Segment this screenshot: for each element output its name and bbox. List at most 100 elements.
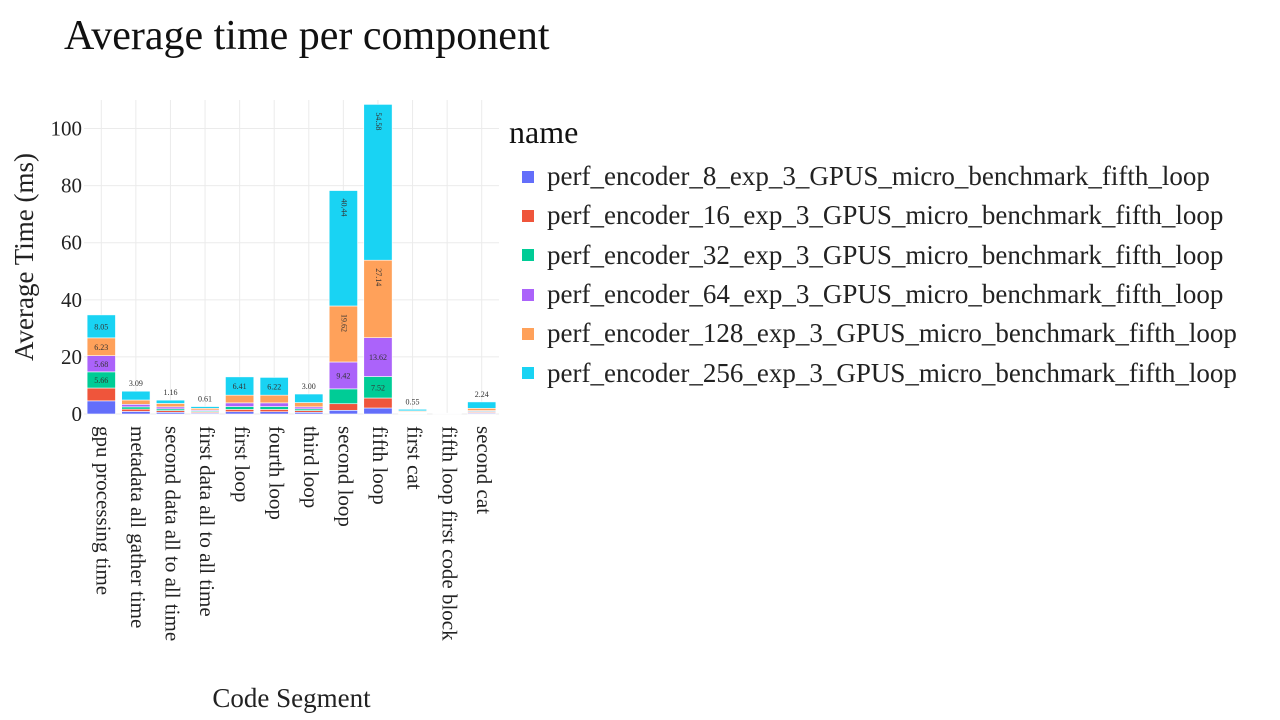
bar-segment	[328, 361, 358, 390]
legend-item[interactable]: perf_encoder_32_exp_3_GPUS_micro_benchma…	[509, 236, 1237, 275]
y-tick-label: 60	[61, 231, 82, 255]
chart-title: Average time per component	[64, 13, 550, 59]
bar-segment	[225, 411, 255, 415]
data-label: 27.14	[374, 268, 383, 286]
bar-segment	[328, 388, 358, 405]
y-tick-label: 20	[61, 345, 82, 369]
data-label: 1.16	[163, 388, 177, 397]
data-label: 9.42	[336, 371, 350, 380]
bar-segment	[121, 406, 151, 410]
legend: name perf_encoder_8_exp_3_GPUS_micro_ben…	[509, 114, 1237, 393]
data-label: 5.68	[94, 360, 108, 369]
bar-segment	[328, 403, 358, 411]
data-label: 54.58	[374, 112, 383, 130]
x-tick-label: first cat	[403, 426, 427, 490]
x-tick-label: second loop	[334, 426, 358, 527]
legend-item[interactable]: perf_encoder_64_exp_3_GPUS_micro_benchma…	[509, 275, 1237, 314]
legend-swatch	[522, 288, 534, 301]
y-tick-label: 0	[72, 402, 83, 426]
legend-item[interactable]: perf_encoder_8_exp_3_GPUS_micro_benchmar…	[509, 157, 1237, 196]
data-label: 5.66	[94, 376, 108, 385]
bar-segment	[225, 376, 255, 396]
bar-segment	[86, 400, 116, 415]
bar-segment	[155, 403, 185, 408]
bar-segment	[225, 406, 255, 410]
x-tick-label: first loop	[230, 426, 254, 502]
data-label: 0.55	[406, 397, 420, 406]
legend-swatch	[522, 170, 534, 183]
legend-label: perf_encoder_256_exp_3_GPUS_micro_benchm…	[547, 357, 1237, 388]
bar-segment	[155, 399, 185, 404]
x-tick-label: second data all to all time	[161, 426, 185, 641]
bar-segment	[467, 407, 497, 411]
bar-segment	[363, 397, 393, 409]
bar-segment	[294, 393, 324, 403]
bar-segment	[363, 407, 393, 415]
bar-segment	[259, 409, 289, 413]
data-label: 3.00	[302, 382, 316, 391]
x-tick-label: fifth loop first code block	[437, 426, 461, 641]
legend-label: perf_encoder_64_exp_3_GPUS_micro_benchma…	[547, 279, 1224, 310]
bar-segment	[259, 406, 289, 410]
data-label: 13.62	[369, 353, 387, 362]
y-tick-label: 100	[51, 117, 83, 141]
data-label: 6.22	[267, 382, 281, 391]
data-label: 7.52	[371, 383, 385, 392]
bar-segment	[259, 394, 289, 404]
bar-segment	[121, 411, 151, 415]
data-label: 2.24	[475, 390, 489, 399]
bar-segment	[86, 314, 116, 339]
legend-item[interactable]: perf_encoder_128_exp_3_GPUS_micro_benchm…	[509, 314, 1237, 353]
legend-label: perf_encoder_32_exp_3_GPUS_micro_benchma…	[547, 239, 1224, 270]
legend-item[interactable]: perf_encoder_256_exp_3_GPUS_micro_benchm…	[509, 353, 1237, 392]
legend-label: perf_encoder_128_exp_3_GPUS_micro_benchm…	[547, 318, 1237, 349]
x-tick-label: first data all to all time	[195, 426, 219, 617]
legend-swatch	[522, 367, 534, 380]
legend-title: name	[509, 114, 579, 150]
y-axis-title: Average Time (ms)	[9, 153, 39, 361]
legend-swatch	[522, 209, 534, 222]
bar-segment	[121, 408, 151, 412]
bar-segment	[328, 305, 358, 363]
legend-item[interactable]: perf_encoder_16_exp_3_GPUS_micro_benchma…	[509, 196, 1237, 235]
legend-label: perf_encoder_8_exp_3_GPUS_micro_benchmar…	[547, 161, 1210, 192]
x-tick-label: fourth loop	[264, 426, 288, 520]
bar-segment	[121, 390, 151, 401]
x-axis-title: Code Segment	[212, 683, 371, 713]
bar-segment	[86, 387, 116, 402]
bar-segment	[225, 394, 255, 404]
bar-segment	[294, 402, 324, 408]
bar-segment	[259, 377, 289, 396]
bar-segment	[190, 406, 220, 409]
data-label: 6.23	[94, 343, 108, 352]
x-tick-label: third loop	[299, 426, 323, 508]
legend-swatch	[522, 327, 534, 340]
data-label: 8.05	[94, 322, 108, 331]
bar-segment	[121, 403, 151, 408]
legend-swatch	[522, 249, 534, 262]
x-tick-label: second cat	[472, 426, 496, 514]
bar-segment	[259, 402, 289, 407]
bar-segment	[225, 409, 255, 413]
bar-segment	[363, 104, 393, 261]
bar-segment	[363, 259, 393, 338]
x-tick-label: metadata all gather time	[126, 426, 150, 628]
bar-segment	[467, 401, 497, 409]
bar-segment	[398, 408, 428, 412]
x-tick-label: gpu processing time	[91, 426, 115, 595]
data-label: 40.44	[340, 199, 349, 217]
data-label: 19.62	[340, 314, 349, 332]
bar-segment	[225, 402, 255, 407]
legend-items: perf_encoder_8_exp_3_GPUS_micro_benchmar…	[509, 157, 1237, 393]
data-label: 3.09	[129, 379, 143, 388]
x-tick-label: fifth loop	[368, 426, 392, 505]
bar-segment	[363, 337, 393, 377]
bar-segment	[121, 399, 151, 405]
data-label: 6.41	[233, 382, 247, 391]
y-tick-label: 40	[61, 288, 82, 312]
bar-segment	[259, 411, 289, 415]
bar-segment	[328, 409, 358, 415]
y-tick-label: 80	[61, 174, 82, 198]
bar-segment	[328, 190, 358, 307]
